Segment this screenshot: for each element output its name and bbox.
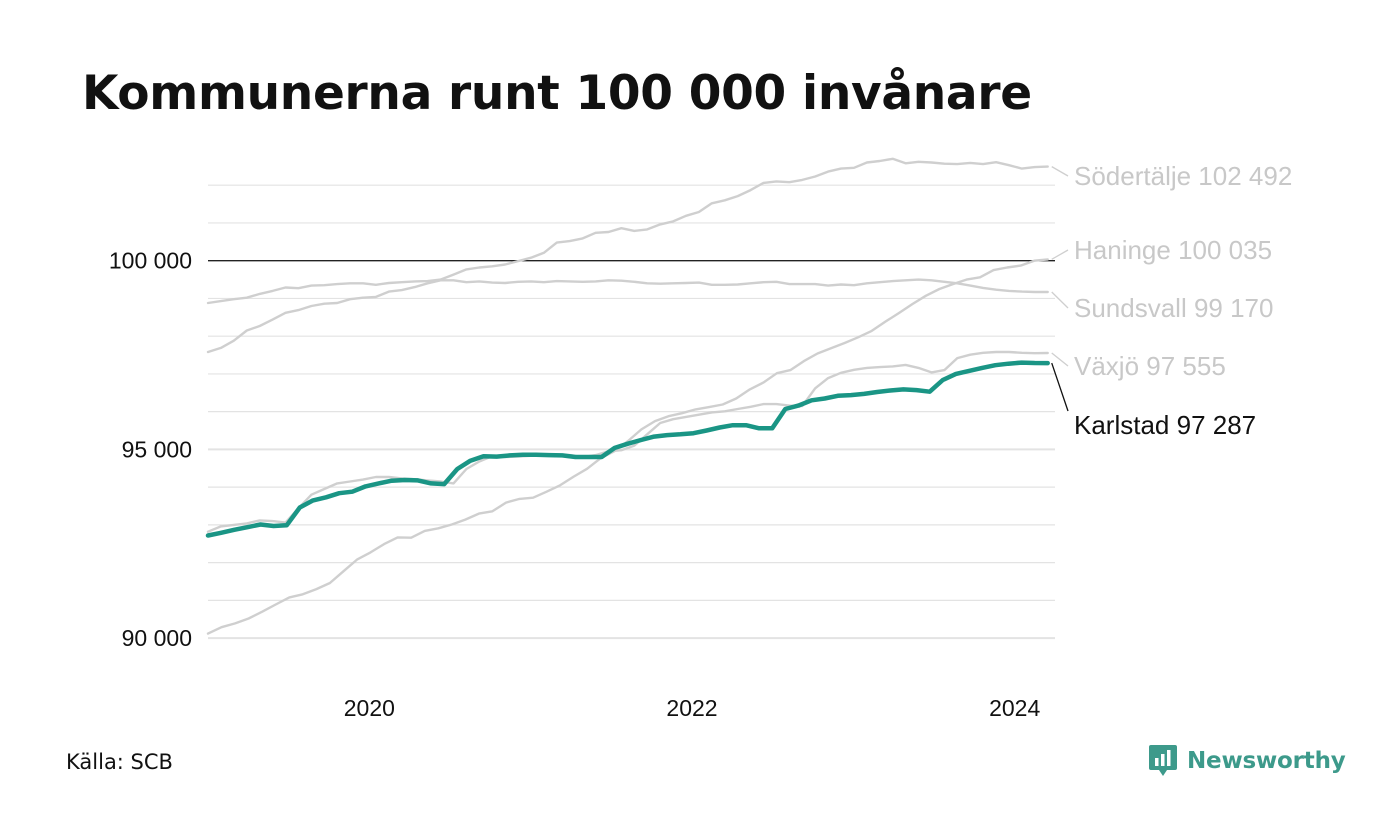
series-line-haninge [206, 258, 1049, 635]
series-line-sundsvall [206, 278, 1049, 354]
series-label-sundsvall: Sundsvall 99 170 [1074, 293, 1273, 323]
series-line-växjö [206, 350, 1049, 533]
y-tick-label: 95 000 [122, 436, 192, 462]
leader-line [1051, 352, 1069, 367]
series-lines [205, 157, 1050, 635]
series-line-södertälje [206, 157, 1049, 305]
source-note: Källa: SCB [66, 750, 173, 774]
series-labels: Södertälje 102 492 Haninge 100 035 Sundsva… [1051, 161, 1292, 440]
leader-line [1051, 166, 1069, 177]
series-label-karlstad: Karlstad 97 287 [1074, 410, 1256, 440]
y-tick-label: 90 000 [122, 625, 192, 651]
chart-title: Kommunerna runt 100 000 invånare [82, 66, 1032, 121]
series-label-växjö: Växjö 97 555 [1074, 351, 1226, 381]
line-chart: 90 000 95 000 100 000 2020 2022 2024 Södertäl… [109, 157, 1292, 721]
x-tick-label: 2020 [344, 695, 395, 721]
leader-line [1051, 291, 1069, 309]
brand-name: Newsworthy [1187, 748, 1346, 774]
leader-line [1051, 249, 1069, 260]
axis-labels: 90 000 95 000 100 000 2020 2022 2024 [109, 248, 1041, 721]
x-tick-label: 2024 [989, 695, 1040, 721]
series-line-karlstad [205, 360, 1050, 538]
series-label-haninge: Haninge 100 035 [1074, 235, 1272, 265]
newsworthy-logo-icon [1149, 745, 1177, 776]
brand-logo: Newsworthy [1148, 744, 1346, 778]
leader-line [1051, 362, 1069, 412]
grid-lines [208, 184, 1055, 640]
series-label-södertälje: Södertälje 102 492 [1074, 161, 1292, 191]
y-tick-label: 100 000 [109, 248, 192, 274]
x-tick-label: 2022 [666, 695, 717, 721]
